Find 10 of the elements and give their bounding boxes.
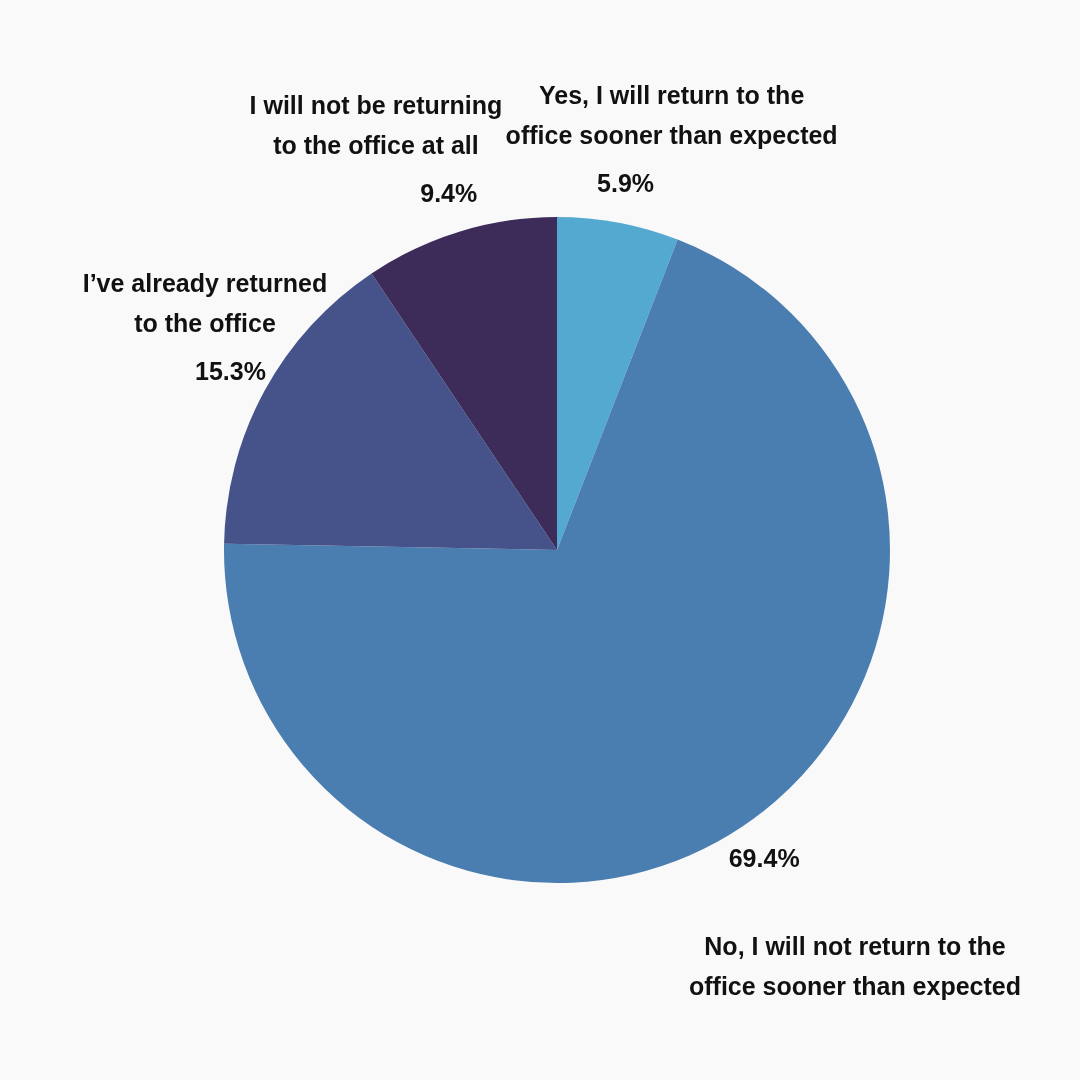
data-label: 15.3% — [195, 356, 266, 385]
slice-label: I’ve already returned to the office — [82, 268, 328, 337]
pie-slice — [557, 217, 678, 550]
pie-slice — [371, 217, 557, 550]
data-label: 69.4% — [728, 843, 800, 872]
data-label: 5.9% — [597, 169, 655, 198]
slice-label: No, I will not return to the office sooner than expected — [688, 931, 1022, 1000]
slice-label: Yes, I will return to the office sooner than expected — [505, 81, 838, 150]
slice-label: I will not be returning to the office at all — [249, 91, 503, 160]
data-label: 9.4% — [420, 179, 478, 208]
